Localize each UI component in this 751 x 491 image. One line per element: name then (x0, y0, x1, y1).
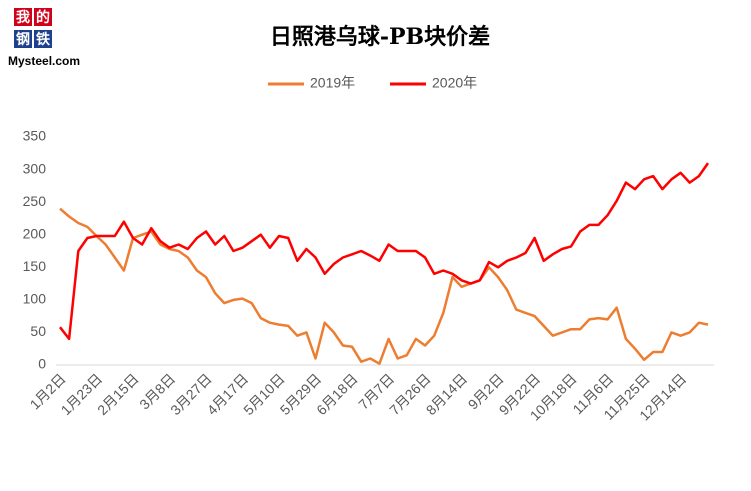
y-tick-label: 350 (23, 128, 47, 144)
y-tick-label: 100 (23, 291, 47, 307)
legend-label: 2020年 (432, 75, 477, 91)
logo-box (34, 8, 52, 26)
logo-char: 的 (36, 9, 50, 26)
x-tick-label: 6月18日 (313, 370, 361, 418)
chart-title: 日照港乌球-PB块价差 (270, 24, 490, 50)
logo-char: 铁 (36, 31, 50, 48)
y-tick-label: 200 (23, 225, 47, 241)
logo-box (14, 8, 32, 26)
logo-text: Mysteel.com (8, 54, 80, 68)
y-tick-label: 0 (38, 356, 46, 372)
logo-char: 钢 (16, 31, 30, 48)
legend-label: 2019年 (310, 75, 355, 91)
x-tick-label: 8月14日 (423, 370, 471, 418)
x-tick-label: 2月15日 (94, 370, 142, 418)
logo-box (14, 30, 32, 48)
series-line (59, 162, 710, 341)
logo-box (34, 30, 52, 48)
y-tick-label: 300 (23, 160, 47, 176)
series-line (59, 207, 709, 365)
y-tick-label: 150 (23, 258, 47, 274)
logo-char: 我 (16, 10, 30, 26)
y-tick-label: 250 (23, 193, 47, 209)
y-tick-label: 50 (30, 323, 46, 339)
